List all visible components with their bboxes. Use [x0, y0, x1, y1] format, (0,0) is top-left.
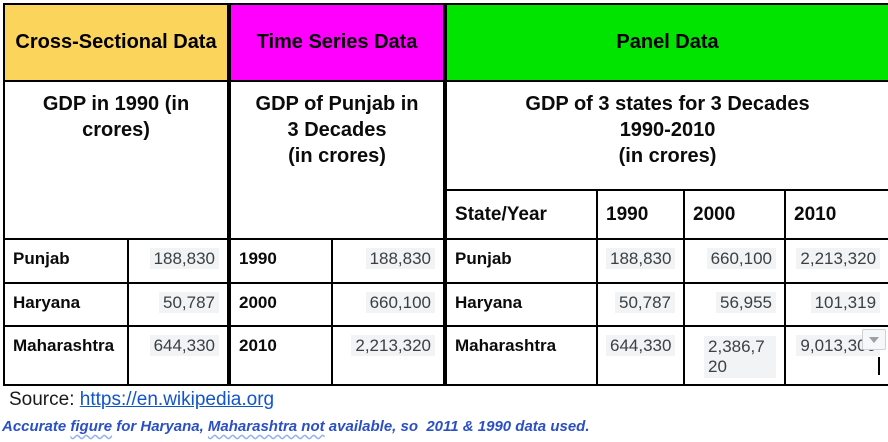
time-series-table: Time Series Data GDP of Punjab in 3 Deca… [229, 3, 446, 386]
time-series-subtitle-line: 3 Decades [287, 119, 387, 141]
cs-row-value: 644,330 [126, 325, 230, 386]
panel-subtitle-line: 1990-2010 [619, 119, 716, 141]
panel-row-label: Punjab [445, 238, 599, 284]
panel-row-label: Maharashtra [445, 325, 599, 386]
time-series-header: Time Series Data [229, 3, 446, 82]
panel-col-1990: 1990 [596, 189, 686, 240]
cross-sectional-table: Cross-Sectional Data GDP in 1990 (in cro… [2, 3, 230, 386]
panel-col-state-year: State/Year [445, 189, 599, 240]
time-series-subtitle-line: GDP of Punjab in [255, 93, 419, 115]
ts-row-label: 2010 [229, 325, 334, 386]
panel-cell: 50,787 [596, 282, 686, 327]
cs-row-label: Punjab [3, 238, 129, 284]
panel-subtitle-line: GDP of 3 states for 3 Decades [525, 93, 810, 115]
tables-row: Cross-Sectional Data GDP in 1990 (in cro… [2, 3, 888, 386]
panel-data-header: Panel Data [445, 3, 888, 82]
panel-cell-editing[interactable]: 9,013,300 [784, 325, 888, 386]
text-cursor [878, 357, 881, 375]
ts-row-value: 2,213,320 [331, 325, 446, 386]
ts-row-label: 2000 [229, 282, 334, 327]
footnote-text: Accurate [2, 418, 71, 435]
cs-row-value: 50,787 [126, 282, 230, 327]
panel-row-label: Haryana [445, 282, 599, 327]
panel-cell: 101,319 [784, 282, 888, 327]
source-label: Source: [9, 389, 75, 410]
footnote-misspelled-word: figure [70, 418, 113, 435]
panel-cell: 644,330 [596, 325, 686, 386]
time-series-subtitle-line: (in crores) [288, 145, 386, 167]
panel-col-2010: 2010 [784, 189, 888, 240]
panel-cell: 188,830 [596, 238, 686, 284]
footnote-misspelled-word: Maharashtra not [207, 418, 325, 435]
ts-row-value: 188,830 [331, 238, 446, 284]
source-link[interactable]: https://en.wikipedia.org [79, 389, 275, 410]
time-series-subtitle: GDP of Punjab in 3 Decades (in crores) [229, 80, 446, 240]
panel-cell: 2,213,320 [784, 238, 888, 284]
panel-cell: 660,100 [683, 238, 787, 284]
footnote-text: for Haryana, [112, 418, 208, 435]
dropdown-button[interactable] [862, 329, 887, 350]
footnote: Accurate figure for Haryana, Maharashtra… [2, 418, 590, 435]
cs-row-value: 188,830 [126, 238, 230, 284]
ts-row-value: 660,100 [331, 282, 446, 327]
cs-row-label: Maharashtra [3, 325, 129, 386]
panel-col-2000: 2000 [683, 189, 787, 240]
footnote-text: available, so 2011 & 1990 data used. [324, 418, 590, 435]
chevron-down-icon [869, 336, 880, 343]
source-line: Source: https://en.wikipedia.org [9, 389, 274, 411]
panel-cell: 2,386,720 [683, 325, 787, 386]
cs-row-label: Haryana [3, 282, 129, 327]
cross-sectional-subtitle: GDP in 1990 (in crores) [2, 80, 230, 240]
ts-row-label: 1990 [229, 238, 334, 284]
cross-sectional-header: Cross-Sectional Data [2, 3, 230, 82]
panel-subtitle: GDP of 3 states for 3 Decades 1990-2010 … [445, 80, 888, 191]
cross-sectional-subtitle-text: GDP in 1990 (in crores) [42, 93, 190, 141]
panel-data-table: Panel Data GDP of 3 states for 3 Decades… [445, 3, 888, 386]
panel-subtitle-line: (in crores) [618, 145, 717, 167]
panel-cell: 56,955 [683, 282, 787, 327]
